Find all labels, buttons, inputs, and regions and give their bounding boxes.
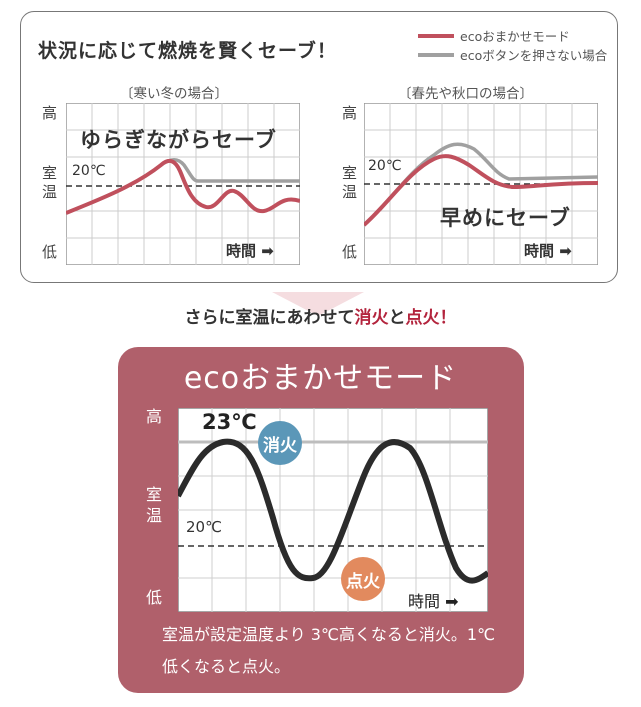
left-y-high: 高: [42, 104, 58, 122]
eco-time-label: 時間 ➡: [408, 592, 459, 611]
legend-label-normal: ecoボタンを押さない場合: [460, 48, 608, 63]
legend-swatch-normal: [418, 52, 454, 57]
legend-normal: ecoボタンを押さない場合: [418, 45, 607, 64]
eco-y-mid-1: 室: [146, 485, 163, 504]
extinguish-bubble: 消火: [258, 421, 302, 465]
left-y-mid-1: 室: [42, 164, 58, 182]
right-chart-subtitle: 〔春先や秋口の場合〕: [398, 86, 533, 102]
eco-y-mid-2: 温: [146, 506, 163, 525]
legend-label-eco: ecoおまかせモード: [460, 29, 570, 44]
right-time-label: 時間 ➡: [524, 242, 572, 260]
left-temp-label: 20℃: [72, 163, 106, 179]
left-chart-subtitle: 〔寒い冬の場合〕: [120, 86, 228, 102]
left-y-mid-2: 温: [42, 183, 58, 201]
left-time-label: 時間 ➡: [226, 242, 274, 260]
left-y-low: 低: [42, 243, 58, 261]
ignite-bubble: 点火: [341, 557, 385, 601]
right-y-mid-2: 温: [342, 183, 358, 201]
middle-text-a: さらに室温にあわせて: [184, 308, 355, 328]
middle-highlight-off: 消火: [354, 308, 389, 328]
down-arrow-icon: [272, 292, 364, 316]
left-chart: [66, 103, 300, 265]
left-chart-overlay: ゆらぎながらセーブ: [80, 128, 277, 152]
eco-chart: [178, 408, 488, 612]
headline: 状況に応じて燃焼を賢くセーブ！: [38, 40, 337, 62]
right-y-high: 高: [342, 104, 358, 122]
right-chart-overlay: 早めにセーブ: [440, 206, 571, 230]
middle-text-b: と: [388, 308, 406, 328]
right-y-mid-1: 室: [342, 164, 358, 182]
eco-label-20: 20℃: [186, 518, 222, 536]
right-temp-label: 20℃: [368, 158, 402, 174]
eco-y-low: 低: [146, 588, 163, 607]
eco-description: 室温が設定温度より 3℃高くなると消火。1℃低くなると点火。: [162, 625, 496, 676]
right-chart: [364, 103, 598, 265]
eco-label-23: 23℃: [202, 410, 257, 434]
eco-y-high: 高: [146, 407, 163, 426]
legend-swatch-eco: [418, 33, 454, 38]
right-y-low: 低: [342, 243, 358, 261]
middle-highlight-on: 点火: [405, 308, 440, 328]
middle-text-c: ！: [439, 308, 457, 328]
eco-mode-title: ecoおまかせモード: [183, 361, 458, 396]
middle-caption: さらに室温にあわせて消火と点火！: [0, 303, 641, 328]
legend-eco: ecoおまかせモード: [418, 26, 570, 45]
